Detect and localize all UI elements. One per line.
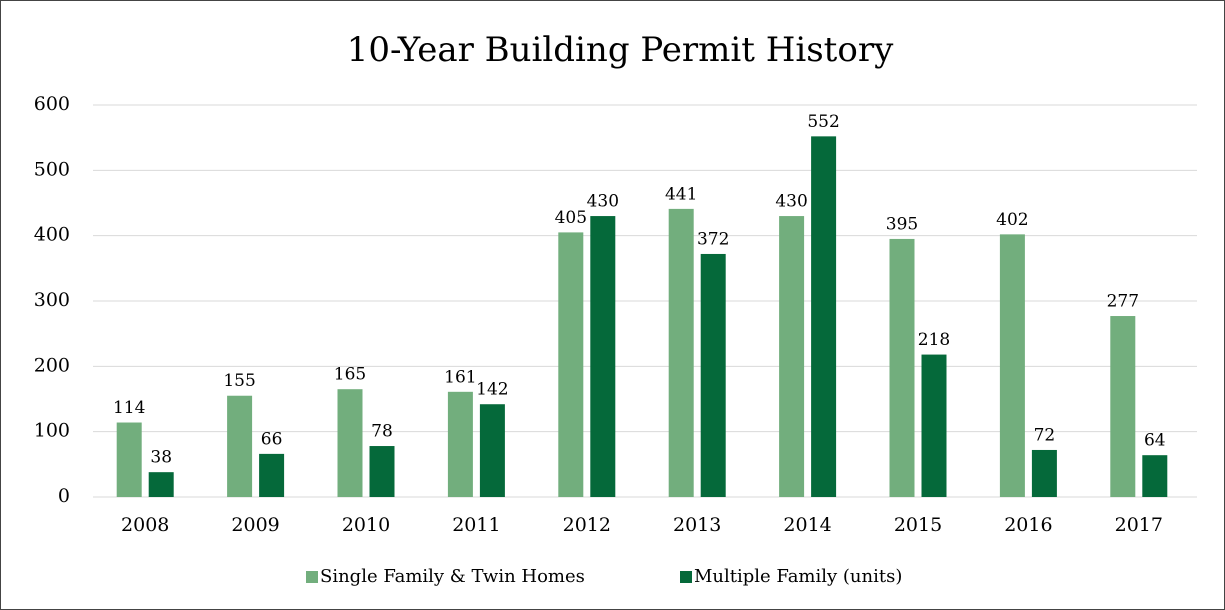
value-label: 441 xyxy=(665,184,697,204)
bar xyxy=(889,238,915,497)
value-label: 218 xyxy=(918,330,950,350)
value-label: 277 xyxy=(1107,292,1139,312)
value-label: 161 xyxy=(444,367,476,387)
bar xyxy=(779,216,805,498)
bar xyxy=(700,253,726,497)
value-label: 372 xyxy=(697,229,729,249)
bar xyxy=(259,453,285,497)
value-label: 402 xyxy=(996,210,1028,230)
value-label: 114 xyxy=(113,398,145,418)
value-label: 165 xyxy=(334,365,366,385)
bar xyxy=(447,391,473,497)
legend-swatch xyxy=(680,571,692,583)
value-label: 430 xyxy=(775,192,807,212)
bar xyxy=(590,216,616,498)
bar xyxy=(479,404,505,497)
bar xyxy=(999,234,1025,498)
bar xyxy=(558,232,584,497)
value-label: 64 xyxy=(1144,431,1166,451)
bar xyxy=(116,422,142,497)
bar xyxy=(1142,455,1168,497)
bar xyxy=(337,389,363,497)
value-label: 552 xyxy=(807,112,839,132)
value-label: 405 xyxy=(555,208,587,228)
bar xyxy=(1031,449,1057,497)
value-label: 430 xyxy=(587,192,619,212)
bar xyxy=(668,208,694,497)
x-tick-label: 2014 xyxy=(783,514,831,536)
x-tick-label: 2008 xyxy=(121,514,169,536)
y-tick-label: 300 xyxy=(34,289,70,311)
x-tick-label: 2010 xyxy=(342,514,390,536)
y-tick-label: 500 xyxy=(34,158,70,180)
value-label: 142 xyxy=(476,380,508,400)
y-tick-label: 100 xyxy=(34,420,70,442)
bar xyxy=(369,446,395,497)
bar xyxy=(148,472,174,497)
bar xyxy=(1110,316,1136,497)
legend-label: Multiple Family (units) xyxy=(694,566,902,587)
bar xyxy=(227,395,253,497)
value-label: 78 xyxy=(371,422,393,442)
value-label: 155 xyxy=(223,371,255,391)
x-tick-label: 2012 xyxy=(563,514,611,536)
x-tick-label: 2017 xyxy=(1115,514,1163,536)
chart-title: 10-Year Building Permit History xyxy=(347,30,894,70)
x-tick-label: 2009 xyxy=(231,514,279,536)
x-tick-label: 2015 xyxy=(894,514,942,536)
legend-label: Single Family & Twin Homes xyxy=(320,566,585,587)
bar xyxy=(811,136,837,498)
legend-swatch xyxy=(306,571,318,583)
value-label: 38 xyxy=(150,448,172,468)
value-label: 66 xyxy=(261,429,283,449)
bar xyxy=(921,354,947,497)
value-label: 395 xyxy=(886,214,918,234)
x-tick-label: 2016 xyxy=(1004,514,1052,536)
x-tick-label: 2011 xyxy=(452,514,500,536)
x-tick-label: 2013 xyxy=(673,514,721,536)
y-tick-label: 600 xyxy=(34,93,70,115)
value-label: 72 xyxy=(1034,425,1056,445)
y-tick-label: 0 xyxy=(58,485,70,507)
y-tick-label: 400 xyxy=(34,224,70,246)
y-tick-label: 200 xyxy=(34,354,70,376)
